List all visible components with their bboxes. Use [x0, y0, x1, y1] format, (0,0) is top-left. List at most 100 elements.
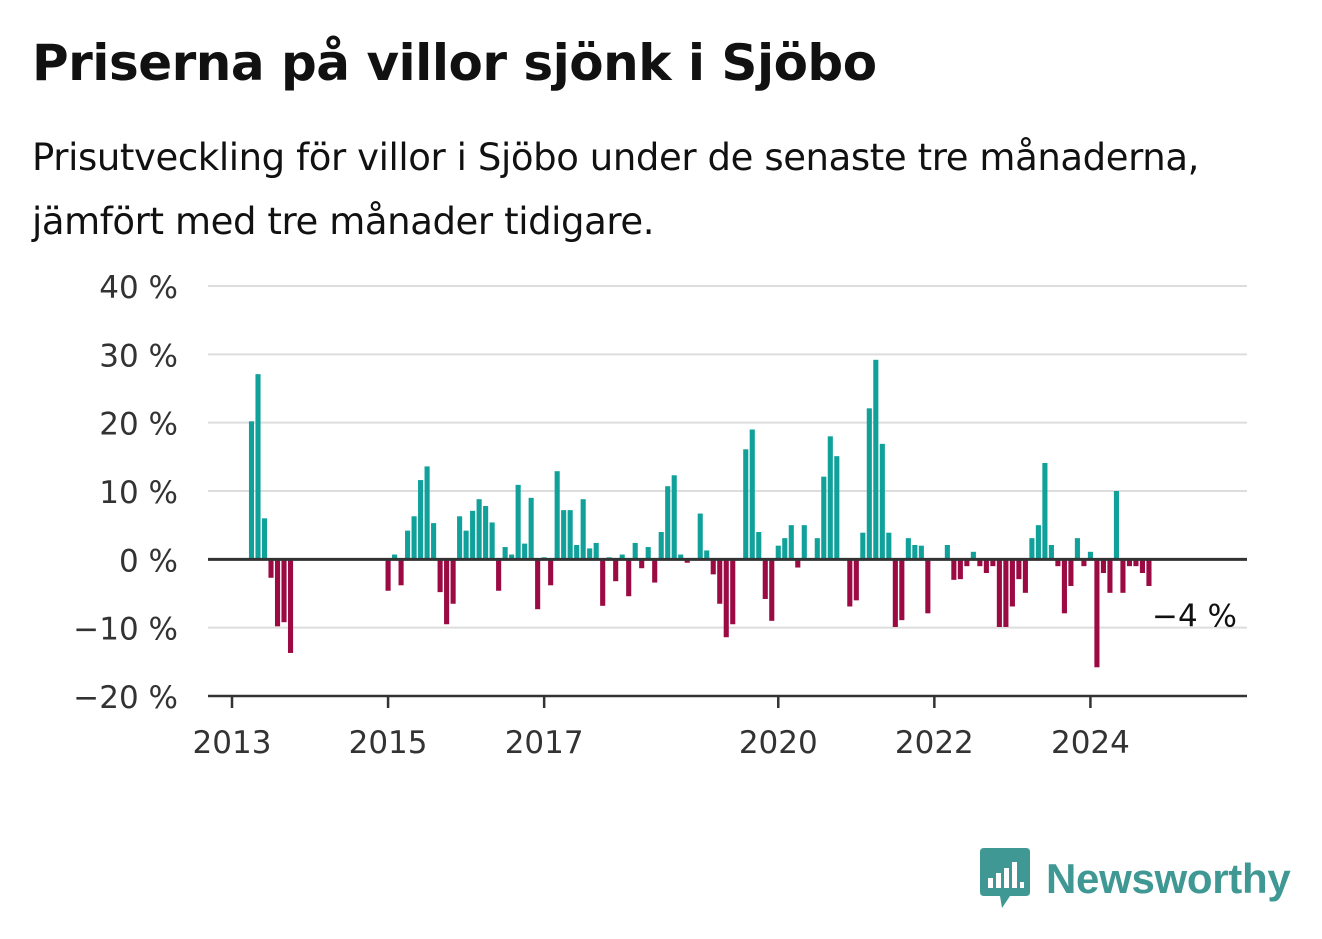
y-axis-ticks: 40 % 30 % 20 % 10 % 0 % −10 % −20 %: [73, 270, 178, 716]
bar: [392, 554, 398, 560]
bar: [593, 542, 599, 560]
bar: [1055, 559, 1061, 567]
bar: [834, 456, 840, 560]
bar: [574, 544, 580, 560]
bar: [457, 516, 463, 560]
bar: [795, 559, 801, 568]
bar: [548, 559, 554, 586]
bar: [424, 466, 430, 560]
bar: [1087, 551, 1093, 560]
bar: [509, 554, 515, 560]
x-tick-label: 2020: [739, 725, 818, 761]
bar: [762, 559, 768, 599]
bar: [665, 486, 671, 560]
bar: [522, 543, 528, 560]
bar: [1003, 559, 1009, 627]
bar: [632, 542, 638, 560]
bar: [723, 559, 729, 638]
axes: [208, 557, 1247, 698]
bar: [652, 559, 658, 583]
bar: [639, 559, 645, 569]
bar: [1029, 538, 1035, 560]
bar: [951, 559, 957, 580]
bar: [905, 538, 911, 560]
bar: [483, 506, 489, 560]
bar: [918, 545, 924, 560]
x-tick-label: 2022: [895, 725, 974, 761]
last-value-annotation: −4 %: [1152, 599, 1237, 635]
bar: [626, 559, 632, 597]
bar: [580, 499, 586, 560]
y-tick-label: 0 %: [119, 543, 178, 579]
bar: [1048, 544, 1054, 560]
bar: [970, 551, 976, 560]
bar: [1126, 559, 1132, 567]
bar: [496, 559, 502, 591]
bar: [710, 559, 716, 575]
bar: [814, 538, 820, 560]
x-tick-label: 2013: [193, 725, 272, 761]
newsworthy-logo-icon: [980, 848, 1030, 908]
bar: [821, 476, 827, 560]
bar: [912, 544, 918, 560]
bar: [678, 554, 684, 560]
bar: [1094, 559, 1100, 668]
y-tick-label: 40 %: [99, 270, 178, 306]
bar: [418, 480, 424, 560]
bar: [990, 559, 996, 567]
bar: [964, 559, 970, 567]
bar: [261, 518, 268, 560]
bar: [470, 510, 476, 560]
bar: [860, 532, 866, 560]
bar: [847, 559, 853, 607]
bar: [788, 525, 794, 560]
bar: [866, 408, 872, 560]
x-tick-label: 2017: [505, 725, 584, 761]
x-tick-label: 2015: [349, 725, 428, 761]
brand-logo: Newsworthy: [980, 848, 1291, 910]
bar: [925, 559, 931, 614]
bar: [561, 510, 567, 560]
bar: [704, 550, 710, 560]
bar: [489, 522, 495, 560]
bar: [756, 532, 762, 560]
x-axis-ticks: 2013 2015 2017 2020 2022 2024: [193, 696, 1130, 761]
y-tick-label: 30 %: [99, 338, 178, 374]
bar: [1009, 559, 1015, 607]
bar: [827, 436, 833, 560]
bar: [600, 559, 606, 606]
bar: [1068, 559, 1074, 586]
bar: [1100, 559, 1106, 573]
bar: [1074, 538, 1080, 560]
bar: [528, 497, 534, 560]
bar: [554, 471, 560, 560]
bar: [684, 559, 690, 563]
bar: [769, 559, 775, 621]
bar: [801, 525, 807, 560]
bar: [1081, 559, 1087, 567]
bar: [996, 559, 1002, 627]
bar-chart: 40 %30 %20 %10 %0 %−10 %−20 % 2013 2015 20…: [73, 270, 1247, 761]
x-tick-label: 2024: [1051, 725, 1130, 761]
bar: [697, 513, 703, 560]
bar: [1022, 559, 1028, 593]
bar: [1061, 559, 1067, 614]
bar: [853, 559, 859, 601]
bar: [944, 544, 950, 560]
bar: [1133, 559, 1139, 567]
bar: [1107, 559, 1113, 593]
bar: [450, 559, 456, 604]
bar: [983, 559, 989, 573]
bar: [977, 559, 983, 567]
bar: [398, 559, 404, 586]
bar: [405, 530, 411, 560]
bar: [775, 545, 781, 560]
bar: [886, 532, 892, 560]
bar: [1113, 491, 1119, 560]
bars: [248, 359, 1152, 668]
bar: [899, 559, 905, 621]
y-tick-label: −20 %: [73, 680, 178, 716]
bar: [1016, 559, 1022, 580]
bar: [281, 559, 287, 623]
bar: [274, 559, 281, 627]
